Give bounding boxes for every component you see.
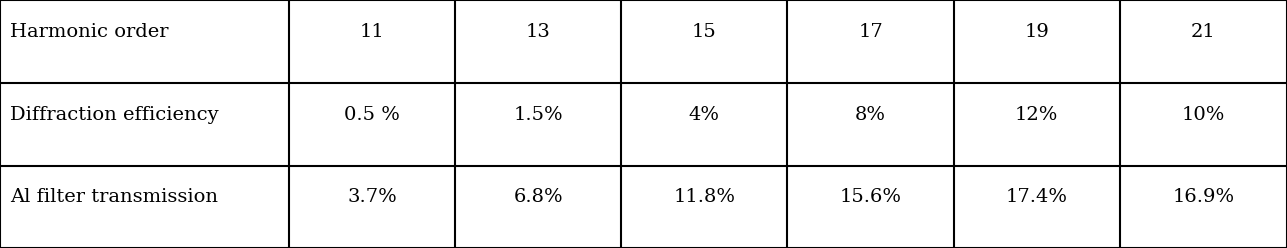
Text: 15: 15 [692,23,717,40]
Text: 3.7%: 3.7% [347,188,396,206]
Text: 12%: 12% [1015,106,1058,124]
Text: Harmonic order: Harmonic order [10,23,169,40]
Text: 11: 11 [359,23,385,40]
Text: 4%: 4% [689,106,719,124]
Text: 21: 21 [1190,23,1216,40]
Text: Al filter transmission: Al filter transmission [10,188,218,206]
Text: 13: 13 [526,23,551,40]
Text: 0.5 %: 0.5 % [344,106,400,124]
Text: 19: 19 [1024,23,1049,40]
Text: 16.9%: 16.9% [1172,188,1234,206]
Text: 8%: 8% [855,106,885,124]
Text: 10%: 10% [1181,106,1225,124]
Text: 17.4%: 17.4% [1005,188,1068,206]
Text: 6.8%: 6.8% [514,188,562,206]
Text: 15.6%: 15.6% [839,188,902,206]
Text: 11.8%: 11.8% [673,188,735,206]
Text: Diffraction efficiency: Diffraction efficiency [10,106,219,124]
Text: 1.5%: 1.5% [514,106,562,124]
Text: 17: 17 [858,23,883,40]
